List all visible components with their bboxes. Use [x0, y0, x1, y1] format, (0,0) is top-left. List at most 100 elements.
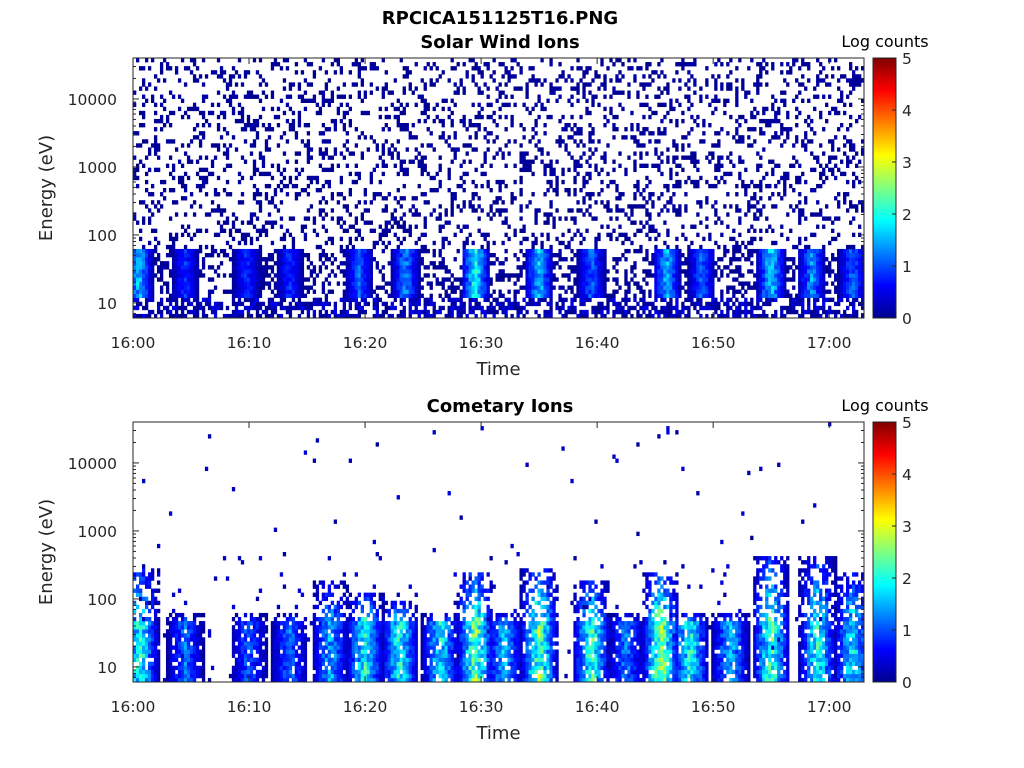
heatmap-cell — [702, 269, 706, 274]
heatmap-cell — [759, 277, 763, 282]
heatmap-cell — [624, 277, 628, 282]
heatmap-cell — [774, 293, 778, 298]
heatmap-cell — [171, 293, 176, 298]
heatmap-cell — [771, 204, 775, 209]
heatmap-cell — [312, 281, 317, 286]
heatmap-cell — [690, 240, 694, 246]
heatmap-cell — [183, 257, 188, 262]
heatmap-cell — [216, 102, 221, 108]
heatmap-cell — [261, 285, 266, 290]
heatmap-cell — [687, 86, 691, 91]
heatmap-cell — [297, 301, 302, 307]
heatmap-cell — [684, 273, 688, 278]
heatmap-cell — [324, 240, 329, 246]
heatmap-cell — [216, 74, 221, 79]
heatmap-cell — [351, 224, 355, 229]
heatmap-cell — [462, 305, 466, 311]
heatmap-cell — [246, 313, 251, 319]
heatmap-cell — [258, 248, 263, 254]
heatmap-cell — [267, 183, 272, 189]
heatmap-cell — [255, 293, 260, 298]
heatmap-cell — [270, 200, 275, 205]
heatmap-cell — [708, 269, 712, 274]
heatmap-cell — [672, 285, 676, 290]
heatmap-cell — [528, 66, 532, 71]
heatmap-cell — [345, 139, 350, 144]
heatmap-cell — [150, 297, 155, 303]
heatmap-cell — [321, 131, 326, 136]
heatmap-cell — [393, 78, 397, 83]
heatmap-cell — [693, 224, 697, 229]
heatmap-cell — [147, 208, 152, 213]
heatmap-cell — [702, 277, 706, 282]
heatmap-cell — [762, 131, 766, 136]
heatmap-cell — [594, 261, 598, 266]
heatmap-cell — [765, 301, 769, 307]
heatmap-cell — [615, 289, 619, 294]
heatmap-cell — [531, 277, 535, 282]
heatmap-cell — [282, 305, 287, 311]
heatmap-cell — [267, 123, 272, 128]
heatmap-cell — [660, 293, 664, 298]
heatmap-cell — [438, 281, 442, 286]
heatmap-cell — [567, 74, 571, 79]
heatmap-cell — [657, 257, 661, 262]
heatmap-cell — [138, 289, 143, 294]
heatmap-cell — [501, 74, 505, 79]
heatmap-cell — [612, 313, 616, 319]
heatmap-cell — [171, 188, 176, 193]
heatmap-cell — [399, 293, 403, 298]
heatmap-cell — [516, 277, 520, 282]
heatmap-cell — [573, 232, 577, 238]
heatmap-cell — [246, 277, 251, 282]
heatmap-cell — [711, 183, 715, 189]
heatmap-cell — [624, 248, 628, 254]
heatmap-cell — [234, 281, 239, 286]
heatmap-cell — [435, 102, 439, 108]
heatmap-cell — [810, 289, 814, 294]
heatmap-cell — [783, 179, 787, 185]
heatmap-cell — [228, 232, 233, 238]
heatmap-cell — [513, 163, 517, 168]
heatmap-cell — [810, 257, 814, 262]
heatmap-cell — [285, 305, 290, 311]
heatmap-cell — [318, 90, 323, 95]
heatmap-cell — [345, 257, 350, 262]
heatmap-cell — [288, 216, 293, 221]
heatmap-cell — [138, 273, 143, 278]
heatmap-cell — [792, 277, 796, 282]
heatmap-cell — [136, 248, 140, 254]
heatmap-cell — [738, 171, 742, 177]
heatmap-cell — [396, 106, 400, 112]
heatmap-cell — [549, 183, 553, 189]
heatmap-cell — [288, 175, 293, 181]
heatmap-cell — [546, 257, 550, 262]
heatmap-cell — [486, 62, 490, 67]
heatmap-cell — [723, 253, 727, 258]
heatmap-cell — [327, 313, 332, 319]
heatmap-cell — [495, 135, 499, 140]
heatmap-cell — [390, 301, 394, 307]
heatmap-cell — [168, 236, 173, 242]
heatmap-cell — [429, 82, 433, 87]
heatmap-cell — [264, 313, 269, 319]
heatmap-cell — [477, 86, 481, 91]
heatmap-cell — [312, 220, 317, 225]
heatmap-cell — [501, 277, 505, 282]
heatmap-cell — [786, 131, 790, 136]
heatmap-cell — [696, 248, 700, 254]
heatmap-cell — [792, 305, 796, 311]
heatmap-cell — [513, 297, 517, 303]
heatmap-cell — [708, 159, 712, 164]
heatmap-cell — [705, 257, 709, 262]
heatmap-cell — [570, 127, 574, 132]
heatmap-cell — [684, 236, 688, 242]
heatmap-cell — [282, 110, 287, 116]
heatmap-cell — [735, 192, 739, 197]
heatmap-cell — [525, 159, 529, 164]
heatmap-cell — [633, 183, 637, 189]
heatmap-cell — [735, 277, 739, 282]
heatmap-cell — [183, 183, 188, 189]
heatmap-cell — [597, 74, 601, 79]
heatmap-cell — [477, 196, 481, 201]
